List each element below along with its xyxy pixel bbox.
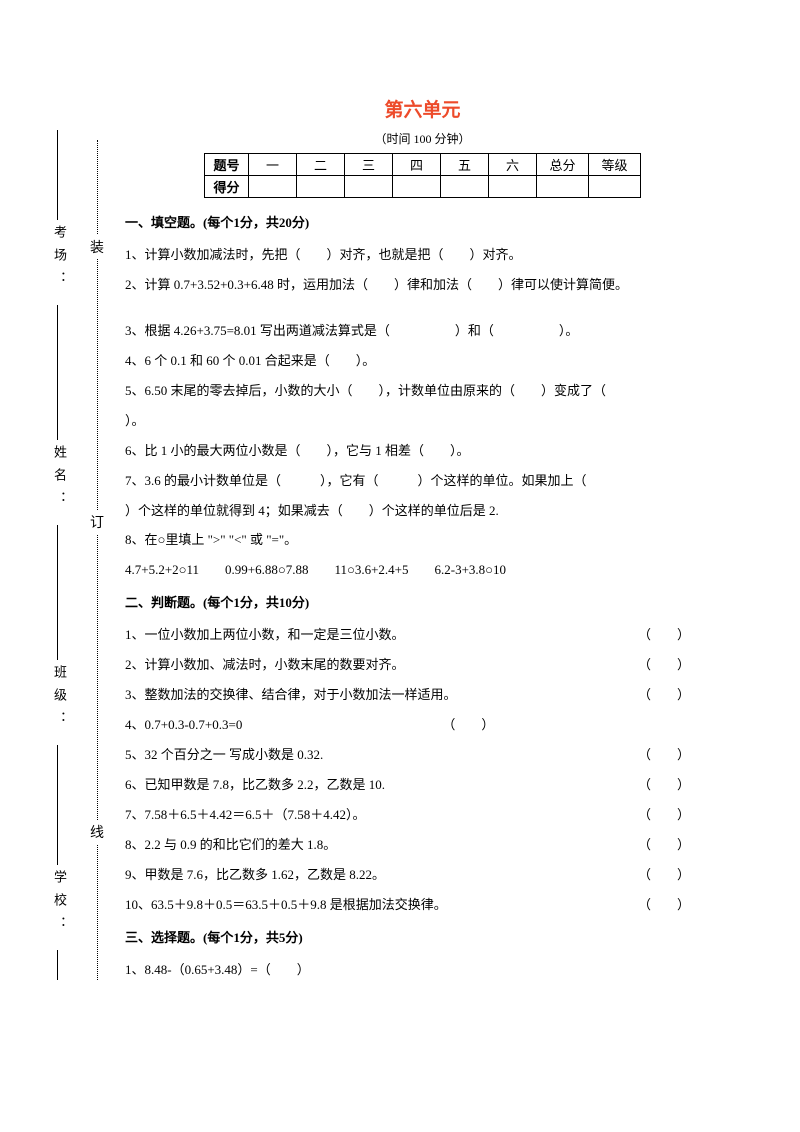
- table-cell: [297, 176, 345, 198]
- q-text: 10、63.5＋9.8＋0.5＝63.5＋0.5＋9.8 是根据加法交换律。: [125, 897, 447, 912]
- table-cell: [589, 176, 641, 198]
- bind-char-1: 装: [90, 235, 104, 259]
- underline-4: [57, 745, 58, 865]
- s1-q2: 2、计算 0.7+3.52+0.3+6.48 时，运用加法（ ）律和加法（ ）律…: [125, 271, 720, 299]
- q-text: 6、已知甲数是 7.8，比乙数多 2.2，乙数是 10.: [125, 777, 385, 792]
- table-cell: 四: [393, 154, 441, 176]
- q-text: 9、甲数是 7.6，比乙数多 1.62，乙数是 8.22。: [125, 867, 385, 882]
- paren: （ ）: [638, 891, 690, 919]
- underline-3: [57, 525, 58, 660]
- dotted-line: [97, 140, 98, 980]
- underline-1: [57, 130, 58, 220]
- binding-margin: 装 订 线 考场： 姓名： 班级： 学校：: [50, 140, 105, 980]
- page-subtitle: （时间 100 分钟）: [125, 130, 720, 147]
- paren: （ ）: [638, 831, 690, 859]
- table-cell: [489, 176, 537, 198]
- q-text: 3、整数加法的交换律、结合律，对于小数加法一样适用。: [125, 687, 457, 702]
- s3-q1: 1、8.48-（0.65+3.48）=（ ）: [125, 956, 720, 984]
- bind-char-3: 线: [90, 820, 104, 844]
- s1-q4: 4、6 个 0.1 和 60 个 0.01 合起来是（ ）。: [125, 347, 720, 375]
- paren: （ ）: [638, 741, 690, 769]
- table-cell: 题号: [205, 154, 249, 176]
- s1-q8b: 4.7+5.2+2○11 0.99+6.88○7.88 11○3.6+2.4+5…: [125, 556, 720, 584]
- paren: （ ）: [638, 651, 690, 679]
- q-text: 5、32 个百分之一 写成小数是 0.32.: [125, 747, 323, 762]
- field-examroom: 考场：: [50, 225, 69, 294]
- table-cell: 二: [297, 154, 345, 176]
- paren: （ ）: [638, 861, 690, 889]
- s2-q3: 3、整数加法的交换律、结合律，对于小数加法一样适用。 （ ）: [125, 681, 720, 709]
- content-area: 第六单元 （时间 100 分钟） 题号 一 二 三 四 五 六 总分 等级 得分…: [125, 95, 720, 986]
- table-cell: 等级: [589, 154, 641, 176]
- s2-q2: 2、计算小数加、减法时，小数末尾的数要对齐。 （ ）: [125, 651, 720, 679]
- s2-q6: 6、已知甲数是 7.8，比乙数多 2.2，乙数是 10. （ ）: [125, 771, 720, 799]
- q-text: 1、一位小数加上两位小数，和一定是三位小数。: [125, 627, 405, 642]
- s1-q1: 1、计算小数加减法时，先把（ ）对齐，也就是把（ ）对齐。: [125, 241, 720, 269]
- table-row: 题号 一 二 三 四 五 六 总分 等级: [205, 154, 641, 176]
- table-row: 得分: [205, 176, 641, 198]
- page-title: 第六单元: [125, 95, 720, 122]
- q-text: 8、2.2 与 0.9 的和比它们的差大 1.8。: [125, 837, 336, 852]
- table-cell: [441, 176, 489, 198]
- table-cell: 三: [345, 154, 393, 176]
- s1-q6: 6、比 1 小的最大两位小数是（ ），它与 1 相差（ ）。: [125, 437, 720, 465]
- underline-2: [57, 305, 58, 440]
- s2-q1: 1、一位小数加上两位小数，和一定是三位小数。 （ ）: [125, 621, 720, 649]
- s1-q7b: ）个这样的单位就得到 4；如果减去（ ）个这样的单位后是 2.: [125, 497, 720, 525]
- field-class: 班级：: [50, 665, 69, 734]
- table-cell: [393, 176, 441, 198]
- paren: （ ）: [442, 711, 494, 739]
- score-table: 题号 一 二 三 四 五 六 总分 等级 得分: [204, 153, 641, 198]
- table-cell: 总分: [537, 154, 589, 176]
- s1-q8: 8、在○里填上 ">" "<" 或 "="。: [125, 526, 720, 554]
- q-text: 4、0.7+0.3-0.7+0.3=0: [125, 717, 242, 732]
- s2-q7: 7、7.58＋6.5＋4.42＝6.5＋（7.58＋4.42）。 （ ）: [125, 801, 720, 829]
- field-name: 姓名：: [50, 445, 69, 514]
- section-2-head: 二、判断题。(每个1分，共10分): [125, 592, 720, 611]
- field-school: 学校：: [50, 870, 69, 939]
- s2-q5: 5、32 个百分之一 写成小数是 0.32. （ ）: [125, 741, 720, 769]
- table-cell: 得分: [205, 176, 249, 198]
- section-1-head: 一、填空题。(每个1分，共20分): [125, 212, 720, 231]
- s1-q7: 7、3.6 的最小计数单位是（ ），它有（ ）个这样的单位。如果加上（: [125, 467, 720, 495]
- table-cell: [537, 176, 589, 198]
- table-cell: 五: [441, 154, 489, 176]
- table-cell: [249, 176, 297, 198]
- s2-q10: 10、63.5＋9.8＋0.5＝63.5＋0.5＋9.8 是根据加法交换律。 （ …: [125, 891, 720, 919]
- s1-q5: 5、6.50 末尾的零去掉后，小数的大小（ ），计数单位由原来的（ ）变成了（: [125, 377, 720, 405]
- paren: （ ）: [638, 681, 690, 709]
- q-text: 2、计算小数加、减法时，小数末尾的数要对齐。: [125, 657, 405, 672]
- s1-q3: 3、根据 4.26+3.75=8.01 写出两道减法算式是（ ）和（ ）。: [125, 317, 720, 345]
- s2-q4: 4、0.7+0.3-0.7+0.3=0 （ ）: [125, 711, 720, 739]
- s2-q8: 8、2.2 与 0.9 的和比它们的差大 1.8。 （ ）: [125, 831, 720, 859]
- underline-5: [57, 950, 58, 980]
- paren: （ ）: [638, 771, 690, 799]
- s2-q9: 9、甲数是 7.6，比乙数多 1.62，乙数是 8.22。 （ ）: [125, 861, 720, 889]
- bind-char-2: 订: [90, 510, 104, 534]
- q-text: 7、7.58＋6.5＋4.42＝6.5＋（7.58＋4.42）。: [125, 807, 366, 822]
- s1-q5b: ）。: [125, 407, 720, 435]
- paren: （ ）: [638, 621, 690, 649]
- table-cell: 一: [249, 154, 297, 176]
- paren: （ ）: [638, 801, 690, 829]
- section-3-head: 三、选择题。(每个1分，共5分): [125, 927, 720, 946]
- table-cell: [345, 176, 393, 198]
- table-cell: 六: [489, 154, 537, 176]
